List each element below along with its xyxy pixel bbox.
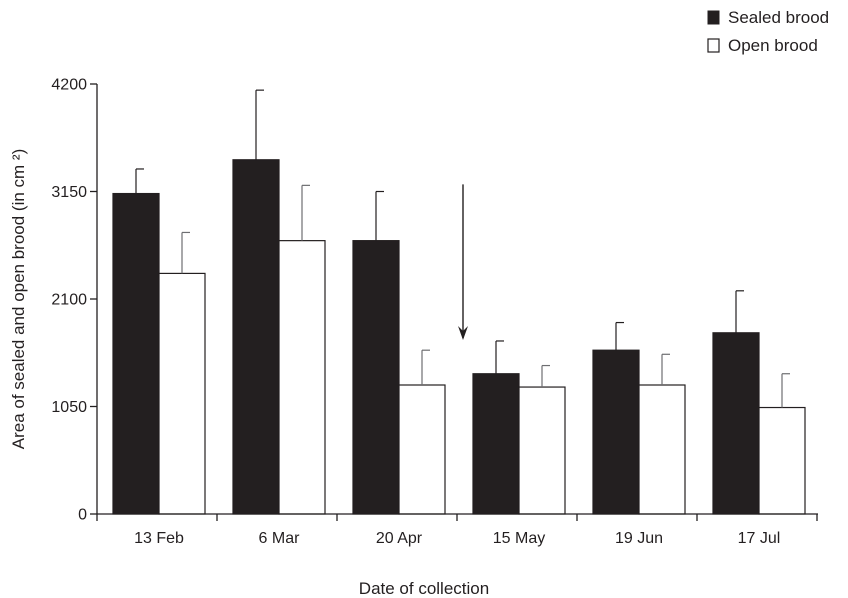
bar-sealed-brood-15-may bbox=[472, 373, 520, 515]
y-axis-title: Area of sealed and open brood (in cm ²) bbox=[9, 149, 28, 450]
x-tick-label: 6 Mar bbox=[259, 530, 301, 547]
legend-label-sealed-brood: Sealed brood bbox=[728, 8, 829, 27]
bar-sealed-brood-13-feb bbox=[112, 192, 160, 515]
error-bars-group bbox=[135, 89, 790, 408]
legend-swatch-open-brood bbox=[707, 38, 720, 53]
y-tick-label: 3150 bbox=[51, 184, 87, 201]
x-tick-label: 17 Jul bbox=[738, 530, 781, 547]
annotations-group bbox=[458, 184, 468, 340]
bar-open-brood-19-jun bbox=[638, 384, 686, 515]
legend: Sealed brood Open brood bbox=[707, 8, 829, 55]
x-tick-label: 20 Apr bbox=[376, 530, 423, 547]
y-tick-label: 1050 bbox=[51, 399, 87, 416]
x-tick-label: 15 May bbox=[493, 530, 545, 547]
x-axis-ticks: 13 Feb 6 Mar 20 Apr 15 May 19 Jun 17 Jul bbox=[96, 514, 818, 547]
legend-swatch-sealed-brood bbox=[707, 10, 720, 25]
legend-label-open-brood: Open brood bbox=[728, 36, 818, 55]
y-axis-ticks: 0 1050 2100 3150 4200 bbox=[51, 77, 97, 524]
x-tick-label: 19 Jun bbox=[615, 530, 663, 547]
y-tick-label: 4200 bbox=[51, 77, 87, 94]
x-axis-title: Date of collection bbox=[359, 579, 489, 598]
bars-group bbox=[112, 159, 806, 515]
bar-open-brood-20-apr bbox=[398, 384, 446, 515]
arrow-head bbox=[458, 325, 468, 340]
bar-sealed-brood-20-apr bbox=[352, 240, 400, 515]
bar-open-brood-17-jul bbox=[758, 406, 806, 515]
y-tick-label: 0 bbox=[78, 507, 87, 524]
x-tick-label: 13 Feb bbox=[134, 530, 184, 547]
bar-open-brood-13-feb bbox=[158, 272, 206, 515]
bar-sealed-brood-17-jul bbox=[712, 332, 760, 515]
bar-open-brood-6-mar bbox=[278, 240, 326, 515]
bar-sealed-brood-6-mar bbox=[232, 159, 280, 515]
bar-open-brood-15-may bbox=[518, 386, 566, 515]
y-tick-label: 2100 bbox=[51, 292, 87, 309]
bar-sealed-brood-19-jun bbox=[592, 349, 640, 515]
